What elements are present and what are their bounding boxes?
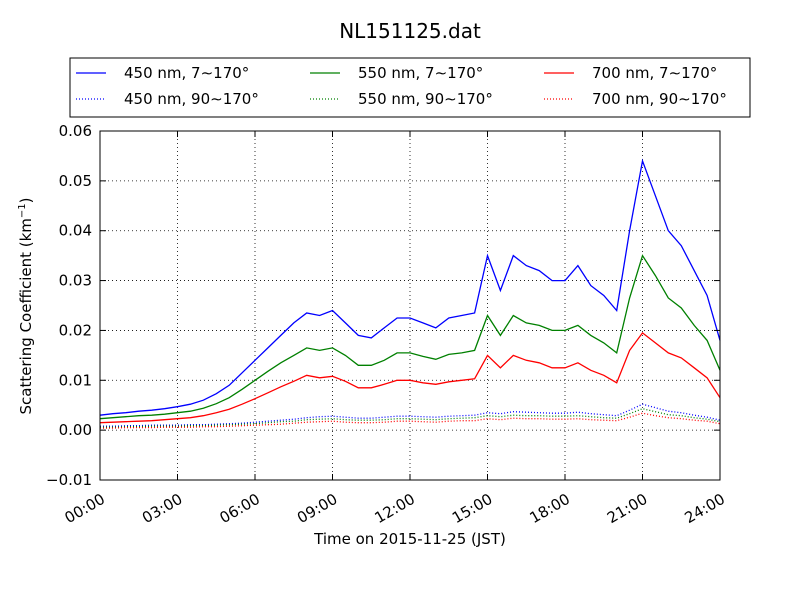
- y-tick-label: 0.04: [59, 222, 92, 240]
- series-line: [99, 254, 721, 420]
- x-tick-label: 12:00: [372, 490, 418, 527]
- legend-label: 550 nm, 7∼170°: [358, 64, 483, 82]
- x-tick-label: 15:00: [449, 490, 495, 527]
- legend-label: 700 nm, 7∼170°: [592, 64, 717, 82]
- y-axis: −0.01 0.00 0.01 0.02 0.03 0.04 0.05 0.06: [46, 122, 720, 489]
- y-tick-label: 0.05: [59, 172, 92, 190]
- legend-box: [69, 57, 751, 118]
- x-tick-label: 00:00: [62, 490, 108, 527]
- x-axis-label: Time on 2015-11-25 (JST): [313, 530, 506, 548]
- grid-lines: [100, 131, 720, 480]
- legend-label: 550 nm, 90∼170°: [358, 90, 493, 108]
- y-tick-label: 0.03: [59, 272, 92, 290]
- x-tick-label: 21:00: [604, 490, 650, 527]
- x-tick-label: 24:00: [682, 490, 728, 527]
- chart-title: NL151125.dat: [339, 19, 481, 43]
- chart-legend: 450 nm, 7∼170° 550 nm, 7∼170° 700 nm, 7∼17…: [69, 57, 751, 118]
- legend-label: 450 nm, 7∼170°: [124, 64, 249, 82]
- legend-label: 700 nm, 90∼170°: [592, 90, 727, 108]
- x-tick-label: 09:00: [294, 490, 340, 527]
- y-tick-label: 0.00: [59, 421, 92, 439]
- y-axis-label-sup: −1: [17, 203, 28, 218]
- y-tick-label: 0.02: [59, 321, 92, 339]
- x-tick-label: 18:00: [527, 490, 573, 527]
- y-tick-label: 0.01: [59, 371, 92, 389]
- x-tick-label: 06:00: [217, 490, 263, 527]
- legend-label: 450 nm, 90∼170°: [124, 90, 259, 108]
- y-axis-label: Scattering Coefficient (km−1): [17, 197, 35, 414]
- x-axis: 00:00 03:00 06:00 09:00 12:00 15:00 18:00 21:00…: [62, 131, 728, 527]
- series-line: [99, 331, 721, 424]
- series-group: [99, 158, 721, 429]
- series-line: [99, 158, 721, 416]
- x-tick-label: 03:00: [139, 490, 185, 527]
- y-axis-label-end: ): [17, 197, 35, 203]
- y-tick-label: −0.01: [46, 471, 92, 489]
- y-tick-label: 0.06: [59, 122, 92, 140]
- y-axis-label-main: Scattering Coefficient (km: [17, 218, 35, 414]
